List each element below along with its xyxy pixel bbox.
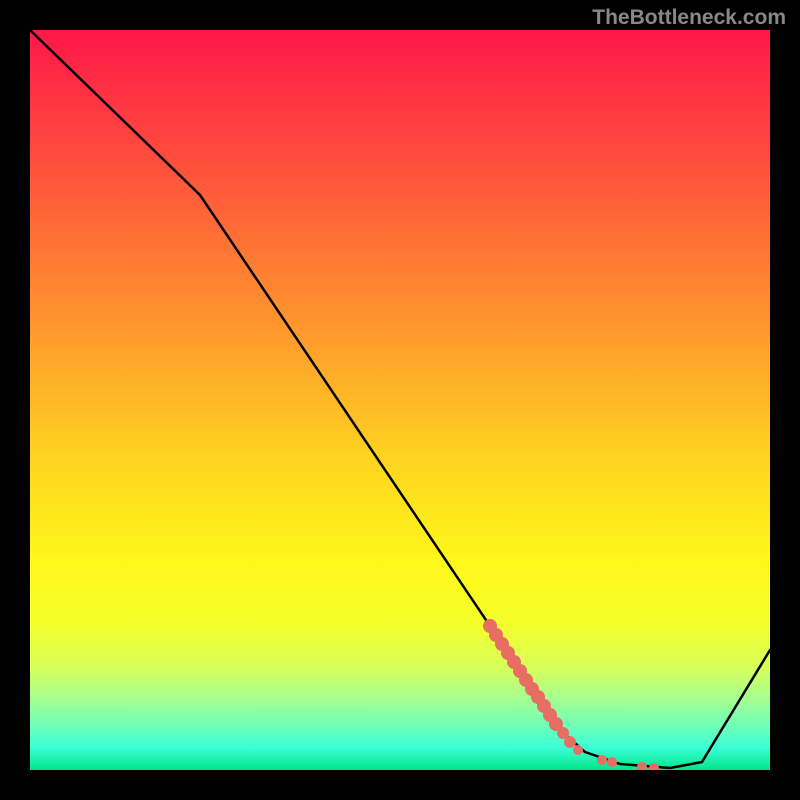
chart-frame: TheBottleneck.com [0,0,800,800]
plot-svg [30,30,770,770]
marker-dot [564,736,576,748]
watermark-text: TheBottleneck.com [592,6,786,30]
marker-dot [573,745,583,755]
plot-area [30,30,770,770]
marker-dot [607,757,617,767]
gradient-background [30,30,770,770]
marker-dot [597,755,607,765]
